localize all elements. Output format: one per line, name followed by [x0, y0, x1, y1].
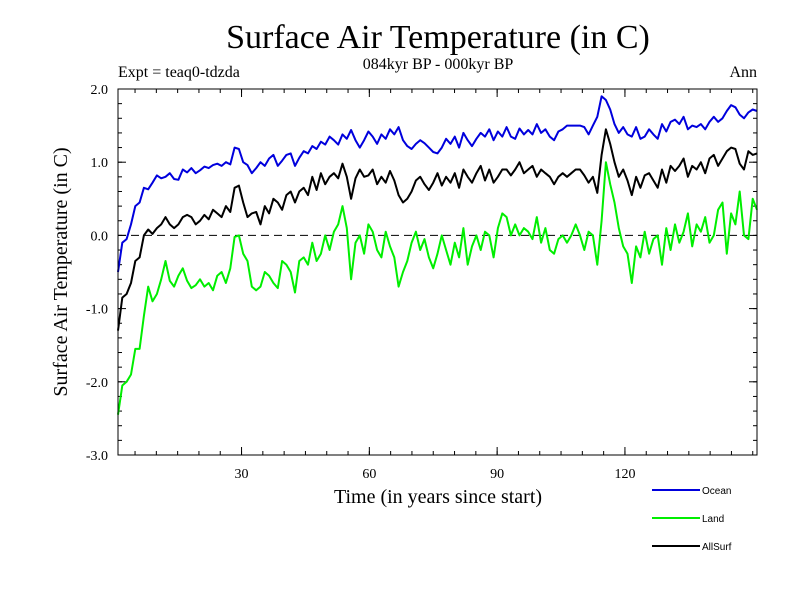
x-tick-label: 30 — [235, 467, 249, 482]
legend-label-allsurf: AllSurf — [702, 542, 732, 553]
expt-label: Expt = teaq0-tdzda — [118, 64, 240, 81]
legend-label-ocean: Ocean — [702, 486, 731, 497]
y-tick-label: 0.0 — [91, 229, 109, 244]
series-line-ocean — [117, 95, 758, 273]
y-tick-label: -3.0 — [86, 449, 108, 464]
y-axis-label: Surface Air Temperature (in C) — [50, 147, 72, 396]
y-tick-label: -2.0 — [86, 376, 108, 391]
legend-label-land: Land — [702, 514, 724, 525]
legend: Ocean Land AllSurf — [652, 486, 732, 553]
axis-ticks: -3.0 -2.0 -1.0 0.0 1.0 2.0 30 60 90 120 — [86, 83, 757, 482]
plot-frame — [117, 88, 758, 456]
chart-title: Surface Air Temperature (in C) — [226, 19, 650, 56]
y-tick-label: 2.0 — [91, 83, 109, 98]
x-tick-label: 120 — [614, 467, 635, 482]
x-tick-label: 90 — [490, 467, 504, 482]
series-line-allsurf — [117, 128, 758, 331]
series-line-land — [117, 161, 758, 415]
x-axis-label: Time (in years since start) — [334, 486, 542, 508]
y-tick-label: 1.0 — [91, 156, 109, 171]
x-tick-label: 60 — [362, 467, 376, 482]
series-lines — [117, 95, 758, 415]
chart-subtitle: 084kyr BP - 000kyr BP — [363, 56, 514, 73]
y-tick-label: -1.0 — [86, 303, 108, 318]
season-label: Ann — [729, 64, 757, 81]
